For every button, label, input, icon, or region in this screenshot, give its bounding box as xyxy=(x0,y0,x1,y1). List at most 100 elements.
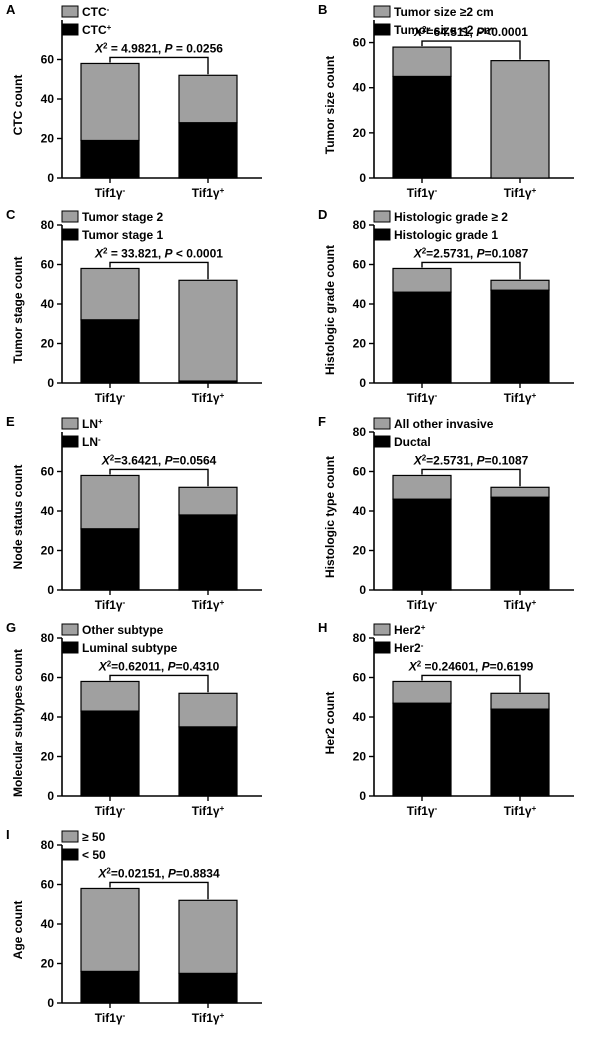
significance-bracket xyxy=(109,674,209,693)
bar-top-segment-2 xyxy=(490,279,550,291)
y-tick-label: 40 xyxy=(353,504,367,518)
chart-panel-h: H Her2 count 0 20 40 60 80 Tif1γ- Tif1γ+ X2 =0.24… xyxy=(318,620,574,818)
legend-swatch xyxy=(61,228,79,241)
y-axis-title: CTC count xyxy=(11,75,25,136)
legend-label: Her2+ xyxy=(394,623,426,638)
y-tick-label: 0 xyxy=(359,789,366,803)
y-tick-label: 20 xyxy=(41,957,55,971)
x-category-label: Tif1γ+ xyxy=(192,598,225,613)
y-tick-label: 60 xyxy=(353,465,367,479)
legend-label: Her2- xyxy=(394,641,424,656)
legend-label: Luminal subtype xyxy=(82,641,178,655)
y-tick-label: 20 xyxy=(41,544,55,558)
y-tick-label: 60 xyxy=(41,671,55,685)
x-category-label: Tif1γ+ xyxy=(504,804,537,819)
chart-panel-i: I Age count 0 20 40 60 80 Tif1γ- Tif1γ+ X2=0.0215… xyxy=(6,827,262,1025)
bar-bottom-segment-1 xyxy=(392,291,452,384)
x-category-label: Tif1γ- xyxy=(95,391,126,406)
x-category-label: Tif1γ- xyxy=(407,598,438,613)
y-tick-label: 20 xyxy=(353,750,367,764)
x-category-label: Tif1γ- xyxy=(407,804,438,819)
chart-panel-f: F Histologic type count 0 20 40 60 80 Tif1γ- Tif… xyxy=(318,414,574,612)
chi-square-annotation: X2=3.6421, P=0.0564 xyxy=(101,453,217,468)
significance-bracket xyxy=(109,261,209,280)
legend-swatch xyxy=(373,23,391,36)
panel-letter: E xyxy=(6,414,15,429)
bar-bottom-segment-1 xyxy=(80,528,140,591)
bar-top-segment-1 xyxy=(80,267,140,321)
x-category-label: Tif1γ+ xyxy=(192,391,225,406)
y-tick-label: 60 xyxy=(353,671,367,685)
bar-top-segment-1 xyxy=(80,887,140,972)
y-tick-label: 80 xyxy=(41,631,55,645)
y-tick-label: 20 xyxy=(353,126,367,140)
bar-top-segment-1 xyxy=(80,62,140,142)
chart-panel-e: E Node status count 0 20 40 60 Tif1γ- Tif1γ+ X2=… xyxy=(6,414,262,612)
bar-bottom-segment-1 xyxy=(80,970,140,1004)
y-axis-title: Histologic type count xyxy=(323,456,337,578)
bar-top-segment-1 xyxy=(392,267,452,293)
legend-swatch xyxy=(61,417,79,430)
legend-label: CTC+ xyxy=(82,23,112,38)
y-axis-title: Age count xyxy=(11,901,25,960)
legend-swatch xyxy=(61,830,79,843)
bar-bottom-segment-2 xyxy=(178,726,238,797)
y-axis-title: Node status count xyxy=(11,465,25,570)
panel-letter: F xyxy=(318,414,326,429)
y-tick-label: 0 xyxy=(359,583,366,597)
y-axis-title: Histologic grade count xyxy=(323,245,337,375)
y-tick-label: 40 xyxy=(41,92,55,106)
bar-bottom-segment-2 xyxy=(178,122,238,179)
y-tick-label: 20 xyxy=(41,337,55,351)
bar-top-segment-2 xyxy=(178,74,238,124)
legend-swatch xyxy=(373,210,391,223)
panel-letter: B xyxy=(318,2,327,17)
bar-top-segment-1 xyxy=(392,474,452,500)
chart-panel-g: G Molecular subtypes count 0 20 40 60 80 Tif1γ-… xyxy=(6,620,262,818)
legend-label: Tumor size <2 cm xyxy=(394,23,494,37)
legend-swatch xyxy=(373,641,391,654)
bar-top-segment-1 xyxy=(80,474,140,530)
chi-square-annotation: X2 = 4.9821, P = 0.0256 xyxy=(94,41,223,56)
x-category-label: Tif1γ- xyxy=(407,186,438,201)
legend-swatch xyxy=(61,5,79,18)
legend-label: Other subtype xyxy=(82,623,164,637)
bar-bottom-segment-2 xyxy=(178,514,238,591)
y-tick-label: 60 xyxy=(41,465,55,479)
bar-bottom-segment-1 xyxy=(392,702,452,797)
legend-label: < 50 xyxy=(82,848,106,862)
y-axis-title: Tumor size count xyxy=(323,56,337,154)
legend-label: All other invasive xyxy=(394,417,494,431)
x-category-label: Tif1γ+ xyxy=(192,804,225,819)
bar-top-segment-1 xyxy=(80,680,140,712)
y-tick-label: 0 xyxy=(47,789,54,803)
chart-panel-d: D Histologic grade count 0 20 40 60 80 Tif1γ- Ti… xyxy=(318,207,574,405)
y-axis-title: Molecular subtypes count xyxy=(11,649,25,797)
y-tick-label: 0 xyxy=(359,171,366,185)
legend-swatch xyxy=(373,623,391,636)
bar-top-segment-1 xyxy=(392,680,452,704)
panel-letter: A xyxy=(6,2,16,17)
bar-bottom-segment-2 xyxy=(490,708,550,797)
y-tick-label: 40 xyxy=(41,710,55,724)
y-tick-label: 60 xyxy=(41,878,55,892)
y-tick-label: 60 xyxy=(353,36,367,50)
y-tick-label: 20 xyxy=(41,132,55,146)
bar-bottom-segment-1 xyxy=(80,319,140,384)
bar-bottom-segment-1 xyxy=(80,710,140,797)
y-tick-label: 80 xyxy=(353,425,367,439)
bar-bottom-segment-2 xyxy=(490,496,550,591)
legend-swatch xyxy=(373,5,391,18)
y-tick-label: 20 xyxy=(353,544,367,558)
x-category-label: Tif1γ- xyxy=(407,391,438,406)
x-category-label: Tif1γ+ xyxy=(504,598,537,613)
legend-swatch xyxy=(61,848,79,861)
legend-label: Histologic grade 1 xyxy=(394,228,498,242)
legend-swatch xyxy=(61,623,79,636)
y-tick-label: 40 xyxy=(41,917,55,931)
legend-label: Histologic grade ≥ 2 xyxy=(394,210,508,224)
y-tick-label: 20 xyxy=(353,337,367,351)
x-category-label: Tif1γ+ xyxy=(504,391,537,406)
y-tick-label: 40 xyxy=(353,297,367,311)
